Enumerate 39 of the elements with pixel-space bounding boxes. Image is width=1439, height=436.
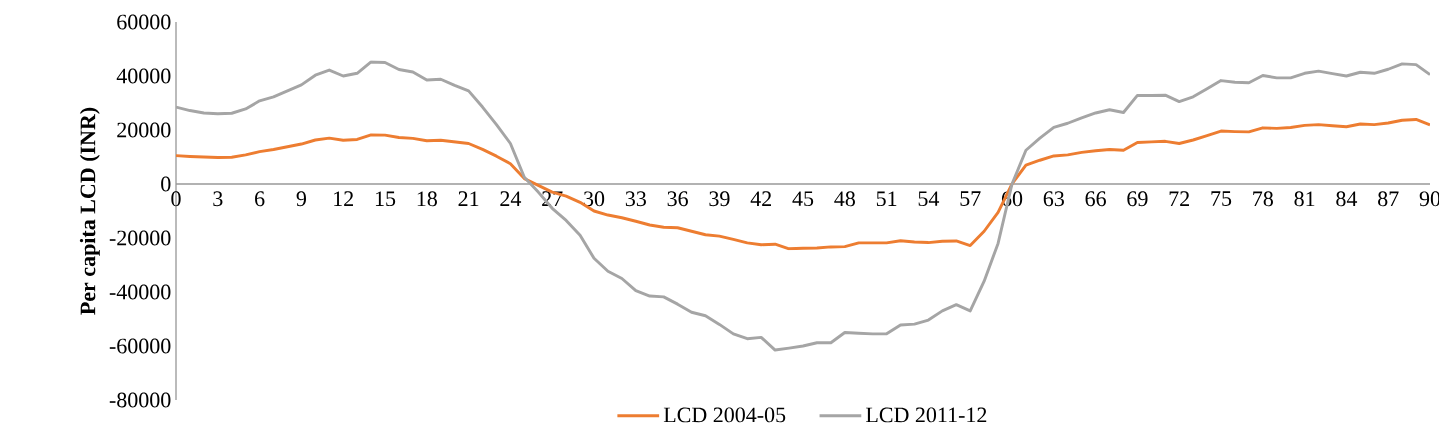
y-tick-label: -60000 — [109, 338, 171, 354]
y-tick-label: 0 — [161, 176, 171, 192]
x-tick-label: 87 — [1378, 191, 1399, 207]
x-tick-label: 42 — [750, 191, 771, 206]
x-tick-label: 78 — [1253, 191, 1273, 207]
x-tick-label: 30 — [584, 191, 605, 207]
x-tick-label: 48 — [834, 191, 855, 207]
x-tick-label: 12 — [334, 191, 353, 206]
x-tick-label: 63 — [1043, 191, 1064, 207]
x-tick-label: 81 — [1294, 191, 1315, 207]
x-tick-label: 84 — [1336, 191, 1358, 207]
y-axis-title: Per capita LCD (INR) — [79, 107, 100, 315]
x-tick-label: 72 — [1169, 191, 1189, 206]
x-tick-label: 21 — [458, 191, 479, 206]
x-tick-label: 54 — [918, 191, 940, 207]
y-tick-label: 60000 — [117, 14, 171, 30]
y-tick-label: 40000 — [116, 68, 171, 84]
y-tick-label: -20000 — [109, 230, 171, 246]
x-tick-label: 66 — [1085, 191, 1106, 207]
y-tick-label: -80000 — [109, 392, 171, 408]
y-tick-label: 20000 — [117, 122, 171, 138]
x-tick-label: 69 — [1127, 191, 1148, 207]
x-tick-label: 0 — [171, 191, 181, 207]
x-tick-label: 33 — [625, 191, 646, 207]
x-tick-label: 57 — [960, 191, 981, 206]
legend-label: LCD 2011-12 — [866, 407, 987, 423]
x-tick-label: 45 — [792, 191, 814, 207]
legend-label: LCD 2004-05 — [663, 407, 786, 423]
x-tick-label: 39 — [709, 191, 730, 207]
y-tick-label: -40000 — [109, 284, 171, 300]
x-tick-label: 36 — [667, 191, 688, 207]
x-tick-label: 3 — [213, 191, 223, 207]
x-tick-label: 18 — [417, 191, 437, 207]
x-tick-label: 9 — [296, 191, 306, 207]
x-tick-label: 6 — [255, 191, 265, 207]
x-tick-label: 24 — [500, 191, 522, 206]
x-tick-label: 75 — [1211, 191, 1232, 206]
x-tick-label: 15 — [375, 191, 396, 207]
x-tick-label: 51 — [876, 191, 897, 207]
